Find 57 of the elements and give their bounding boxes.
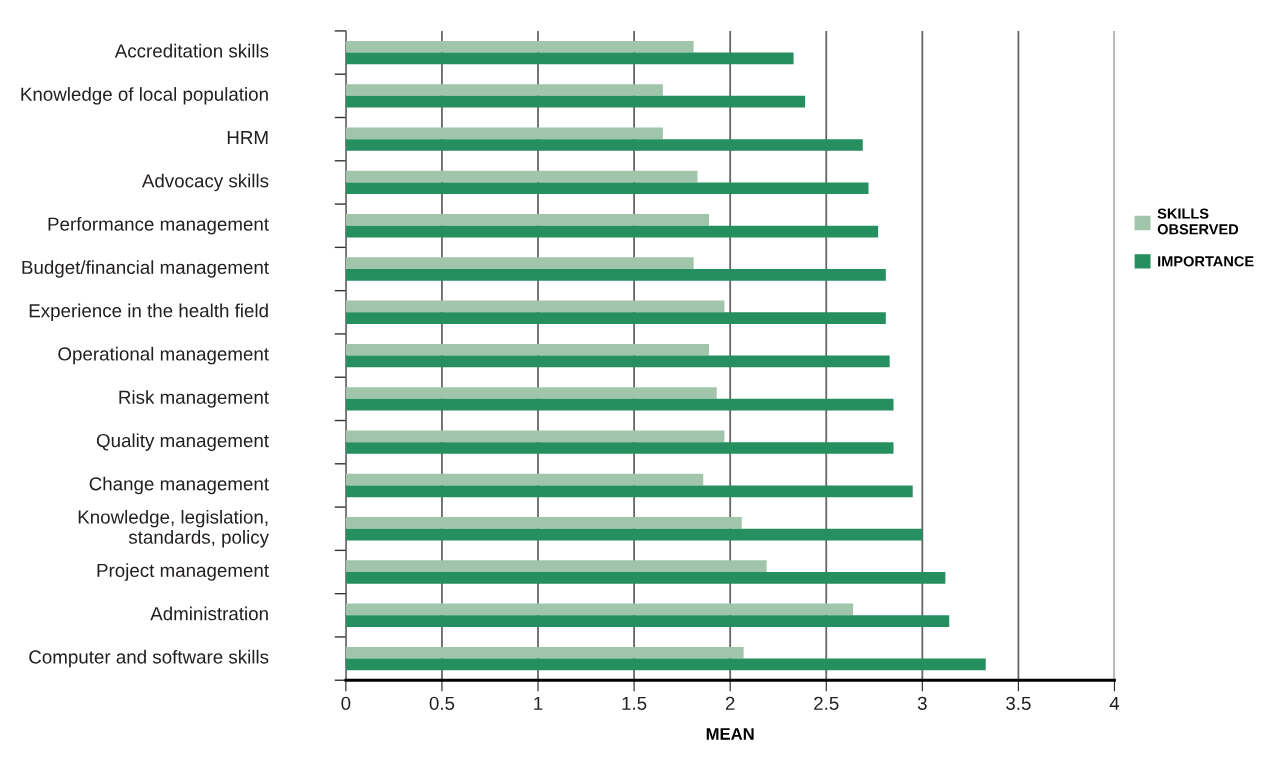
y-tick-label: Risk management <box>119 390 269 408</box>
bar <box>345 615 950 627</box>
bar <box>345 398 894 411</box>
bar <box>345 312 886 324</box>
bar <box>345 214 710 226</box>
bar <box>345 528 923 541</box>
bar <box>345 646 744 659</box>
bar <box>345 442 894 454</box>
bar <box>345 572 946 584</box>
legend-label: IMPORTANCE <box>1158 256 1254 267</box>
y-tick-label: Quality management <box>96 433 269 451</box>
bar <box>345 40 694 53</box>
y-tick-label: Change management <box>89 476 269 495</box>
y-tick-label: Advocacy skills <box>141 173 269 192</box>
x-tick-label: 2 <box>725 696 735 710</box>
bar <box>345 84 663 96</box>
bar <box>345 355 890 368</box>
bar <box>345 560 767 573</box>
bar <box>345 52 794 65</box>
x-tick-label: 3 <box>917 696 927 710</box>
bar <box>345 139 863 151</box>
bar <box>345 603 854 616</box>
y-tick-label: Administration <box>150 606 268 621</box>
x-tick-label: 4 <box>1109 696 1120 710</box>
y-tick-label: Budget/financial management <box>22 260 269 278</box>
bar <box>345 225 879 238</box>
y-tick-label: HRM <box>227 131 268 144</box>
x-tick-label: 3.5 <box>1006 696 1031 710</box>
bar <box>345 257 694 269</box>
bar <box>345 658 986 671</box>
x-tick-label: 1.5 <box>622 696 647 710</box>
bar <box>345 170 698 183</box>
x-axis-title: MEAN <box>706 728 754 740</box>
bar <box>345 387 717 399</box>
y-tick-label: Project management <box>97 563 269 581</box>
y-tick-label: Knowledge of local population <box>21 87 268 105</box>
bar <box>345 95 806 108</box>
y-tick-label: Experience in the health field <box>29 303 268 322</box>
bar <box>345 485 913 498</box>
legend-label: SKILLS OBSERVED <box>1157 208 1239 235</box>
bar <box>345 127 663 140</box>
bar <box>345 269 886 281</box>
bar <box>345 517 742 529</box>
x-tick-label: 2.5 <box>814 696 839 710</box>
bar <box>345 300 725 313</box>
bar <box>345 182 869 195</box>
x-tick-label: 0 <box>341 696 351 710</box>
y-tick-label: Performance management <box>48 217 269 235</box>
y-tick-label: Accreditation skills <box>114 43 269 58</box>
x-tick-label: 1 <box>534 696 543 710</box>
y-tick-label: Operational management <box>58 346 269 365</box>
bar <box>345 473 704 486</box>
x-tick-label: 0.5 <box>429 696 455 710</box>
y-tick-label: Knowledge, legislation, standards, policy <box>78 509 269 548</box>
bar <box>345 343 710 356</box>
y-tick-label: Computer and software skills <box>29 649 269 668</box>
bar <box>345 430 725 443</box>
